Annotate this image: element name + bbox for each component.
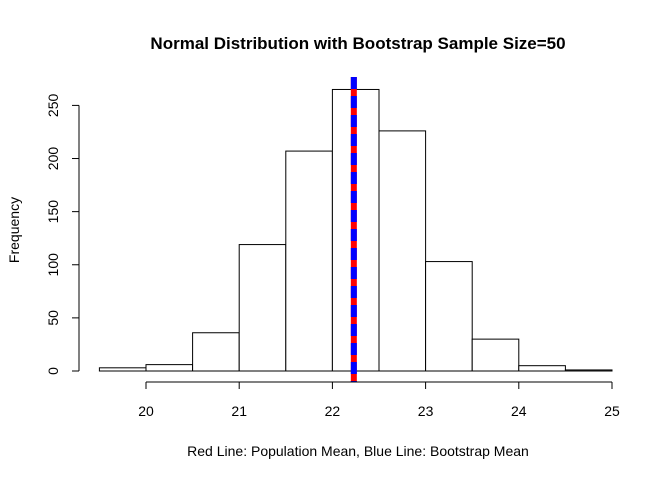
histogram-bar-7 <box>425 261 473 372</box>
x-tick-label-22: 22 <box>325 403 341 419</box>
histogram-bar-8 <box>471 338 520 372</box>
histogram-bar-3 <box>238 244 287 372</box>
y-tick-label-200: 200 <box>45 147 61 171</box>
y-tick-label-50: 50 <box>45 310 61 326</box>
x-axis-label: Red Line: Population Mean, Blue Line: Bo… <box>187 443 529 459</box>
x-tick-label-20: 20 <box>138 403 154 419</box>
histogram-bar-1 <box>145 364 194 372</box>
y-tick-label-250: 250 <box>45 94 61 118</box>
histogram-bar-10 <box>564 369 613 372</box>
x-axis: 20 21 22 23 24 25 <box>138 381 620 419</box>
x-tick-label-24: 24 <box>511 403 527 419</box>
y-tick-label-0: 0 <box>45 367 61 375</box>
x-tick-label-25: 25 <box>604 403 620 419</box>
y-axis-label: Frequency <box>6 197 22 263</box>
y-tick-label-150: 150 <box>45 200 61 224</box>
y-axis: 0 50 100 150 200 250 <box>45 94 80 375</box>
chart-title: Normal Distribution with Bootstrap Sampl… <box>150 34 565 53</box>
histogram-bar-0 <box>98 367 147 372</box>
x-tick-label-23: 23 <box>418 403 434 419</box>
histogram-bar-6 <box>378 130 427 372</box>
y-tick-label-100: 100 <box>45 253 61 277</box>
histogram-bar-9 <box>518 365 566 372</box>
x-tick-label-21: 21 <box>231 403 247 419</box>
histogram-bar-4 <box>285 150 333 372</box>
histogram-bar-2 <box>192 332 240 372</box>
